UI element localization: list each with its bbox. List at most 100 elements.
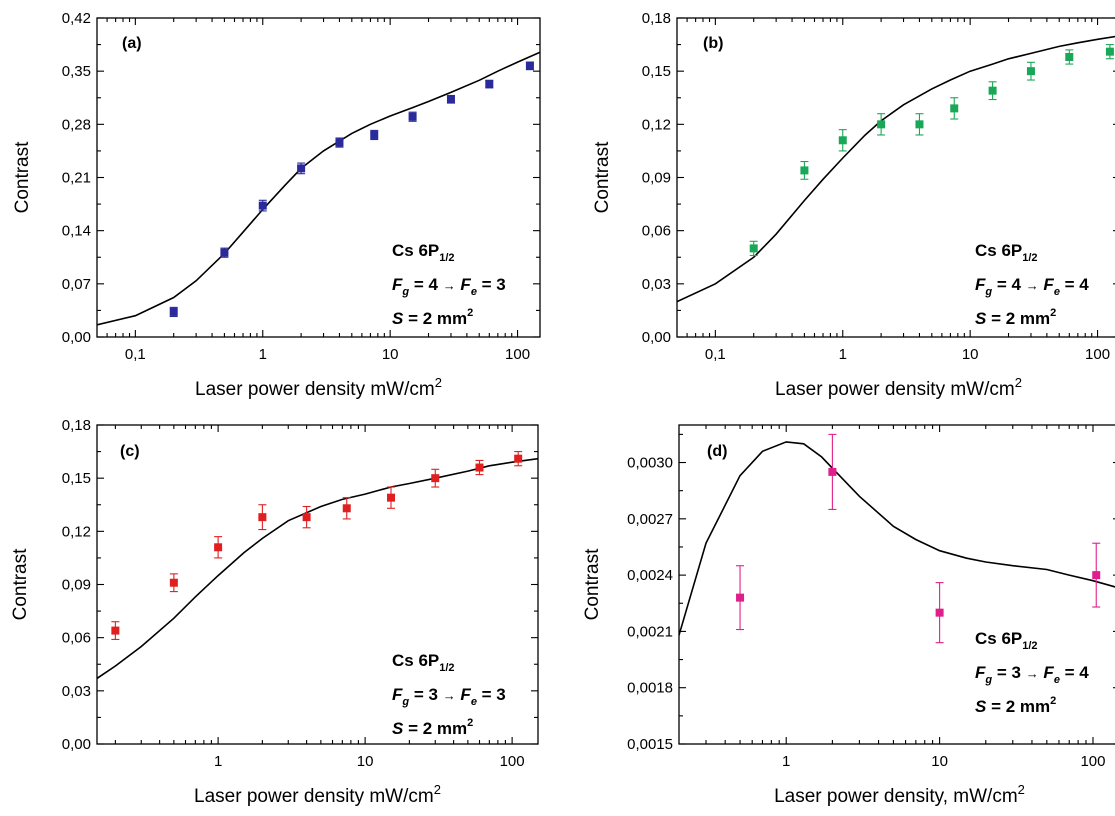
annotation-area: S = 2 mm2 (975, 695, 1056, 716)
y-tick-label: 0,12 (642, 116, 671, 133)
chart-panel-3: 0,0015 0,0018 0,0021 0,0024 0,0027 0,0030 1 10 1… (582, 424, 1115, 807)
panel-label: (c) (120, 443, 140, 460)
x-axis-label: Laser power density mW/cm2 (194, 782, 441, 807)
annotation-species: Cs 6P1/2 (975, 241, 1038, 264)
data-point (169, 578, 178, 587)
data-point (485, 80, 494, 89)
y-axis-label: Contrast (10, 548, 31, 621)
data-point (302, 513, 311, 522)
x-tick-label: 100 (1085, 346, 1110, 363)
y-tick-label: 0,00 (642, 329, 671, 346)
y-tick-label: 0,03 (62, 683, 91, 700)
x-tick-label: 1 (839, 346, 847, 363)
y-tick-label: 0,0027 (627, 511, 673, 528)
data-point (800, 166, 809, 175)
y-tick-label: 0,35 (62, 63, 91, 80)
data-point (838, 136, 847, 145)
data-point (950, 104, 959, 113)
data-point (736, 593, 745, 602)
data-point (169, 307, 178, 316)
y-axis-label: Contrast (592, 141, 613, 214)
x-tick-label: 1 (259, 346, 267, 363)
chart-panel-1: 0,00 0,03 0,06 0,09 0,12 0,15 0,18 0,1 1 10 100 (b)… (592, 10, 1115, 400)
y-axis-label: Contrast (12, 141, 33, 214)
data-point (988, 86, 997, 95)
data-point (446, 95, 455, 104)
x-tick-label: 0,1 (125, 346, 146, 363)
data-point (408, 112, 417, 121)
y-tick-label: 0,03 (642, 276, 671, 293)
chart-panel-2: 0,00 0,03 0,06 0,09 0,12 0,15 0,18 1 10 100 (c) Con… (10, 417, 539, 807)
x-axis-label: Laser power density mW/cm2 (195, 375, 442, 400)
y-tick-label: 0,0018 (627, 680, 673, 697)
y-tick-label: 0,42 (62, 10, 91, 27)
data-point (475, 463, 484, 472)
annotation-transition: Fg = 3 → Fe = 3 (392, 685, 506, 708)
data-point (828, 467, 837, 476)
annotation-transition: Fg = 4 → Fe = 3 (392, 275, 506, 298)
panel-label: (b) (703, 35, 723, 52)
data-point (214, 543, 223, 552)
y-tick-label: 0,0024 (627, 567, 673, 584)
data-point (1065, 52, 1074, 61)
x-tick-label: 10 (357, 753, 374, 770)
x-tick-label: 100 (505, 346, 530, 363)
x-tick-label: 1 (214, 753, 222, 770)
x-tick-label: 1 (782, 753, 790, 770)
data-point (258, 513, 267, 522)
data-point (335, 138, 344, 147)
chart-panel-0: 0,00 0,07 0,14 0,21 0,28 0,35 0,42 0,1 1 10 100 (a)… (12, 10, 541, 400)
data-point (1092, 571, 1101, 580)
y-tick-label: 0,14 (62, 223, 91, 240)
y-tick-label: 0,00 (62, 736, 91, 753)
data-point (525, 61, 534, 70)
data-point (258, 201, 267, 210)
data-point (1105, 47, 1114, 56)
y-tick-label: 0,07 (62, 276, 91, 293)
fit-curve (97, 457, 538, 680)
y-tick-label: 0,06 (642, 223, 671, 240)
data-point (220, 248, 229, 257)
annotation-transition: Fg = 3 → Fe = 4 (975, 663, 1089, 686)
x-axis-label: Laser power density, mW/cm2 (774, 782, 1025, 807)
annotation-area: S = 2 mm2 (975, 307, 1056, 328)
x-tick-label: 100 (500, 753, 525, 770)
y-tick-label: 0,15 (62, 470, 91, 487)
annotation-species: Cs 6P1/2 (392, 241, 455, 264)
x-tick-label: 10 (962, 346, 979, 363)
annotation-species: Cs 6P1/2 (392, 651, 455, 674)
plot-frame (678, 424, 1115, 745)
annotation-transition: Fg = 4 → Fe = 4 (975, 275, 1089, 298)
fit-curve (97, 51, 540, 326)
x-tick-label: 0,1 (705, 346, 726, 363)
annotation-species: Cs 6P1/2 (975, 629, 1038, 652)
fit-curve (677, 35, 1115, 303)
data-point (749, 244, 758, 253)
y-tick-label: 0,28 (62, 116, 91, 133)
y-tick-label: 0,0015 (627, 736, 673, 753)
data-point (370, 130, 379, 139)
data-point (935, 608, 944, 617)
data-point (342, 504, 351, 513)
data-point (111, 626, 120, 635)
data-point (915, 120, 924, 129)
y-tick-label: 0,18 (642, 10, 671, 27)
y-tick-label: 0,18 (62, 417, 91, 434)
y-tick-label: 0,15 (642, 63, 671, 80)
x-axis-label: Laser power density mW/cm2 (775, 375, 1022, 400)
fit-curve (679, 441, 1115, 636)
data-point (387, 493, 395, 502)
y-tick-label: 0,00 (62, 329, 91, 346)
data-point (877, 120, 886, 129)
annotation-area: S = 2 mm2 (392, 307, 473, 328)
data-point (431, 474, 440, 483)
y-tick-label: 0,0021 (627, 623, 673, 640)
y-tick-label: 0,09 (642, 170, 671, 187)
y-tick-label: 0,12 (62, 523, 91, 540)
annotation-area: S = 2 mm2 (392, 717, 473, 738)
data-point (297, 164, 306, 173)
y-tick-label: 0,06 (62, 630, 91, 647)
x-tick-label: 100 (1080, 753, 1105, 770)
panel-label: (d) (707, 443, 727, 460)
